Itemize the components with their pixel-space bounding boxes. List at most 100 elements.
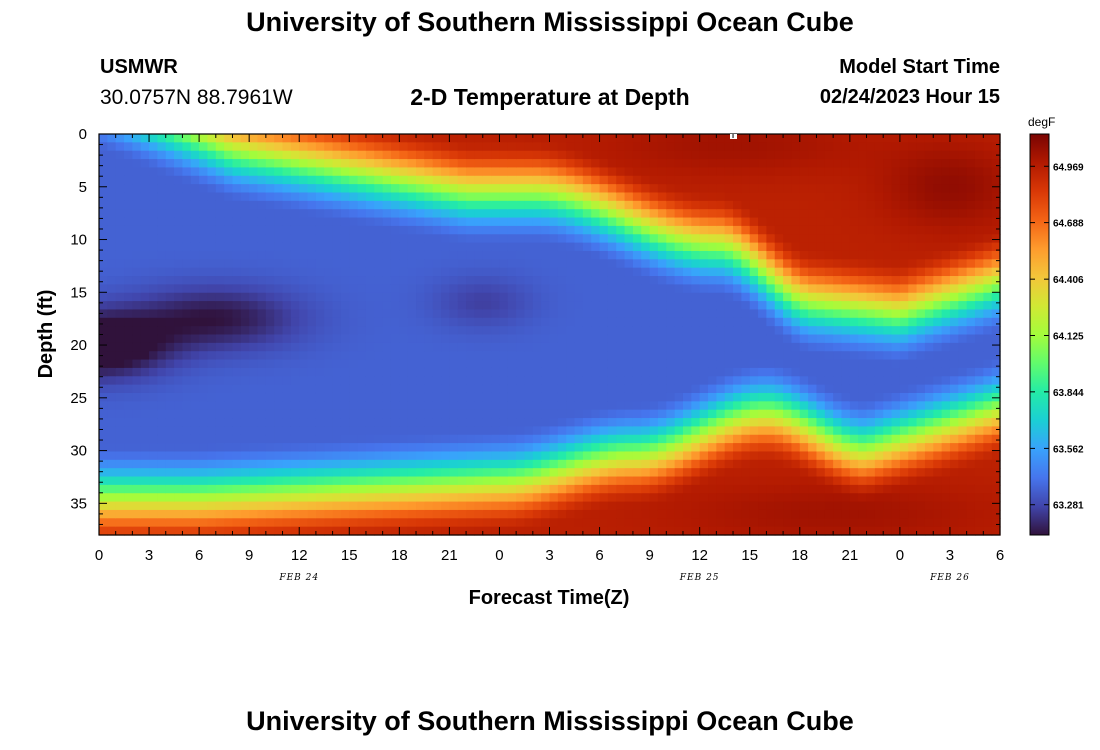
- heatmap-cell: [232, 217, 242, 227]
- heatmap-cell: [249, 267, 259, 277]
- heatmap-cell: [499, 284, 509, 294]
- heatmap-cell: [324, 476, 334, 486]
- heatmap-cell: [941, 200, 951, 210]
- heatmap-cell: [441, 351, 450, 361]
- heatmap-cell: [99, 150, 108, 160]
- heatmap-cell: [749, 418, 759, 427]
- heatmap-cell: [766, 451, 776, 461]
- heatmap-cell: [883, 217, 893, 227]
- heatmap-cell: [249, 484, 259, 494]
- heatmap-cell: [157, 392, 167, 402]
- heatmap-cell: [682, 501, 692, 511]
- heatmap-cell: [532, 317, 542, 327]
- heatmap-cell: [165, 392, 175, 402]
- heatmap-cell: [449, 175, 459, 185]
- heatmap-cell: [340, 267, 350, 277]
- heatmap-cell: [607, 217, 617, 227]
- heatmap-cell: [783, 276, 793, 285]
- heatmap-cell: [657, 476, 667, 486]
- heatmap-cell: [858, 209, 868, 219]
- heatmap-cell: [933, 192, 943, 202]
- heatmap-cell: [674, 426, 684, 436]
- heatmap-cell: [482, 159, 492, 169]
- heatmap-cell: [641, 150, 651, 160]
- heatmap-cell: [315, 242, 325, 252]
- heatmap-cell: [858, 309, 868, 319]
- heatmap-cell: [274, 309, 284, 319]
- heatmap-cell: [482, 409, 492, 419]
- heatmap-cell: [107, 459, 117, 469]
- heatmap-cell: [582, 409, 592, 419]
- heatmap-cell: [282, 493, 292, 503]
- heatmap-cell: [499, 443, 509, 453]
- heatmap-cell: [682, 334, 692, 344]
- heatmap-cell: [190, 242, 200, 252]
- heatmap-cell: [816, 259, 826, 269]
- heatmap-cell: [132, 159, 142, 169]
- heatmap-cell: [682, 242, 692, 252]
- heatmap-cell: [165, 351, 175, 361]
- heatmap-cell: [766, 159, 776, 169]
- heatmap-cell: [499, 217, 509, 227]
- heatmap-cell: [616, 175, 626, 185]
- heatmap-cell: [224, 359, 234, 369]
- heatmap-cell: [899, 509, 909, 519]
- heatmap-cell: [532, 284, 542, 294]
- heatmap-cell: [682, 401, 692, 411]
- heatmap-cell: [224, 418, 234, 427]
- heatmap-cell: [924, 192, 934, 202]
- heatmap-cell: [883, 342, 893, 352]
- heatmap-cell: [215, 334, 225, 344]
- heatmap-cell: [774, 209, 784, 219]
- heatmap-cell: [541, 443, 551, 453]
- heatmap-cell: [632, 250, 642, 260]
- heatmap-cell: [265, 234, 275, 244]
- heatmap-cell: [466, 326, 476, 336]
- heatmap-cell: [916, 309, 926, 319]
- heatmap-cell: [549, 259, 559, 269]
- heatmap-cell: [741, 518, 751, 528]
- heatmap-cell: [357, 184, 367, 194]
- heatmap-cell: [641, 225, 651, 235]
- heatmap-cell: [507, 426, 517, 436]
- heatmap-cell: [115, 509, 125, 519]
- heatmap-cell: [933, 301, 943, 311]
- heatmap-cell: [382, 501, 392, 511]
- heatmap-cell: [190, 392, 200, 402]
- heatmap-cell: [466, 509, 476, 519]
- heatmap-cell: [507, 376, 517, 386]
- heatmap-cell: [165, 359, 175, 369]
- heatmap-cell: [691, 134, 701, 143]
- heatmap-cell: [908, 443, 918, 453]
- heatmap-cell: [516, 242, 526, 252]
- heatmap-cell: [424, 192, 434, 202]
- heatmap-cell: [374, 209, 384, 219]
- heatmap-cell: [733, 326, 742, 336]
- heatmap-cell: [407, 142, 417, 152]
- heatmap-cell: [674, 301, 684, 311]
- heatmap-cell: [457, 334, 467, 344]
- heatmap-cell: [416, 509, 425, 519]
- heatmap-cell: [390, 351, 400, 361]
- heatmap-cell: [499, 509, 509, 519]
- heatmap-cell: [399, 443, 409, 453]
- heatmap-cell: [441, 367, 450, 377]
- heatmap-cell: [866, 234, 876, 244]
- heatmap-cell: [699, 317, 709, 327]
- heatmap-cell: [557, 217, 567, 227]
- heatmap-cell: [524, 259, 534, 269]
- heatmap-cell: [441, 451, 450, 461]
- heatmap-cell: [758, 134, 767, 143]
- heatmap-cell: [858, 276, 868, 285]
- heatmap-cell: [466, 418, 476, 427]
- heatmap-cell: [107, 192, 117, 202]
- heatmap-cell: [466, 284, 476, 294]
- heatmap-cell: [182, 167, 192, 177]
- heatmap-cell: [941, 342, 951, 352]
- heatmap-cell: [774, 242, 784, 252]
- heatmap-cell: [199, 134, 209, 143]
- heatmap-cell: [624, 276, 634, 285]
- heatmap-cell: [182, 334, 192, 344]
- heatmap-cell: [708, 242, 717, 252]
- heatmap-cell: [482, 301, 492, 311]
